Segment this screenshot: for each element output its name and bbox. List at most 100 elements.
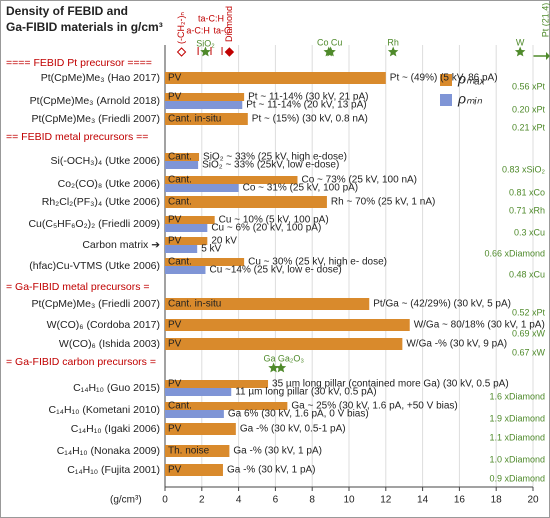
- row-label: (hfac)Cu-VTMS (Utke 2006): [29, 260, 160, 272]
- pt-arrow-head: [546, 52, 550, 60]
- bar-max-text: Cu ~ 30% (25 kV, high e- dose): [248, 257, 387, 268]
- x-tick-label: 14: [417, 495, 429, 506]
- x-tick-label: 0: [162, 495, 168, 506]
- bar-method: PV: [168, 236, 182, 247]
- bar-method: Cant. in-situ: [168, 299, 221, 310]
- ratio-note: 0.48 xCu: [509, 269, 545, 279]
- row-label: Pt(CpMe)Me₃ (Hao 2017): [41, 72, 160, 84]
- bar-method: PV: [168, 73, 182, 84]
- row-label: W(CO)₆ (Ishida 2003): [59, 338, 160, 350]
- bar-max-text: Pt/Ga ~ (42/29%) (30 kV, 5 pA): [373, 299, 511, 310]
- ratio-note: 1.6 xDiamond: [489, 391, 545, 401]
- bar-method: Cant.: [168, 197, 192, 208]
- bar-max: [165, 319, 410, 331]
- row-label: W(CO)₆ (Cordoba 2017): [47, 319, 160, 331]
- bar-min: [165, 161, 199, 169]
- bar-max-text: 35 µm long pillar (contained more Ga) (3…: [272, 379, 509, 390]
- reference-label: Ga: [264, 353, 276, 363]
- reference-star: [268, 362, 279, 373]
- bar-method: Th. noise: [168, 446, 210, 457]
- pt-reference: Pt (21.4): [540, 3, 550, 38]
- row-label: Si(-OCH₃)₄ (Utke 2006): [51, 155, 161, 167]
- legend-label: ρₘₐₓ: [457, 71, 485, 87]
- bar-max: [165, 402, 288, 410]
- ratio-note: 0.3 xCu: [514, 227, 545, 237]
- bar-method: PV: [168, 320, 182, 331]
- bar-min: [165, 184, 239, 192]
- bar-min: [165, 410, 224, 418]
- bar-method: Cant. in-situ: [168, 114, 221, 125]
- bar-method: PV: [168, 92, 182, 103]
- reference-label: Co: [317, 37, 329, 47]
- bar-max-text: W/Ga ~ 80/18% (30 kV, 1 pA): [414, 320, 545, 331]
- bar-min: [165, 388, 232, 396]
- row-label: C₁₄H₁₀ (Kometani 2010): [49, 404, 160, 416]
- reference-star: [200, 46, 211, 57]
- ratio-note: 0.66 xDiamond: [484, 248, 545, 258]
- bar-max: [165, 423, 236, 435]
- bar-min: [165, 245, 198, 253]
- bar-max: [165, 93, 245, 101]
- ratio-note: 0.69 xW: [512, 328, 546, 338]
- bar-max-text: Pt ~ (49%) (5 kV, 86 pA): [390, 73, 498, 84]
- section-header: ==== FEBID Pt precursor ====: [6, 57, 152, 69]
- bar-max: [165, 153, 200, 161]
- ratio-note: 1.1 xDiamond: [489, 432, 545, 442]
- reference-label: ta-C: [214, 25, 232, 35]
- reference-star: [325, 46, 336, 57]
- row-label: Cu(C₅HF₆O₂)₂ (Friedli 2009): [28, 218, 160, 230]
- bar-max: [165, 196, 327, 208]
- bar-max: [165, 338, 403, 350]
- reference-star: [275, 362, 287, 373]
- bar-max: [165, 464, 223, 476]
- legend-label: ρₘᵢₙ: [457, 91, 482, 107]
- row-label: C₁₄H₁₀ (Guo 2015): [73, 382, 160, 394]
- bar-min-text: 11 µm long pillar (30 kV, 0.5 pA): [235, 387, 376, 398]
- x-axis-label: (g/cm³): [110, 495, 142, 506]
- bar-min-text: 5 kV: [201, 244, 221, 255]
- reference-diamond: [176, 47, 187, 57]
- bar-min-text: Cu ~ 6% (20 kV, 100 pA): [211, 223, 321, 234]
- reference-diamond: [224, 47, 235, 57]
- bar-min-text: Co ~ 31% (25 kV, 100 pA): [243, 183, 359, 194]
- bar-max-text: Cu ~ 10% (5 kV, 100 pA): [219, 215, 329, 226]
- bar-method: Cant.: [168, 401, 192, 412]
- bar-method: Cant.: [168, 152, 192, 163]
- bar-min-text: Pt ~ 11-14% (20 kV, 13 pA): [246, 100, 366, 111]
- reference-label: Ga₂O₃: [278, 353, 305, 363]
- bar-max: [165, 445, 230, 457]
- ratio-note: 0.81 xCo: [509, 187, 545, 197]
- section-header: = Ga-FIBID carbon precursors =: [6, 356, 156, 368]
- reference-star: [514, 46, 526, 57]
- row-label: Pt(CpMe)Me₃ (Arnold 2018): [30, 95, 160, 107]
- bar-max: [165, 298, 370, 310]
- ratio-note: 1.9 xDiamond: [489, 413, 545, 423]
- bar-max-text: Co ~ 73% (25 kV, 100 nA): [301, 175, 417, 186]
- row-label: C₁₄H₁₀ (Nonaka 2009): [57, 445, 160, 457]
- ratio-note: 0.21 xPt: [512, 122, 546, 132]
- bar-min: [165, 266, 206, 274]
- bar-min-text: SiO₂ ~ 33% (25kV, low e-dose): [202, 160, 339, 171]
- bar-max: [165, 258, 245, 266]
- bar-max: [165, 113, 248, 125]
- ratio-note: 0.67 xW: [512, 347, 546, 357]
- bar-method: Cant.: [168, 257, 192, 268]
- x-tick-label: 6: [273, 495, 279, 506]
- reference-label: Rh: [387, 37, 399, 47]
- bar-method: Cant.: [168, 175, 192, 186]
- bar-min: [165, 224, 208, 232]
- reference-label: SiO₂: [196, 38, 215, 48]
- reference-label: (-CH₂-)ₙ: [176, 12, 186, 44]
- bar-max-text: Pt ~ 11-14% (30 kV, 21 pA): [248, 92, 368, 103]
- reference-star: [387, 46, 399, 57]
- ratio-note: 0.9 xDiamond: [489, 473, 545, 483]
- row-label: Carbon matrix ➔: [82, 239, 160, 251]
- ratio-note: 0.52 xPt: [512, 307, 546, 317]
- ratio-note: 0.83 xSiO₂: [502, 164, 546, 174]
- legend-swatch: [440, 74, 452, 86]
- row-label: Co₂(CO)₈ (Utke 2006): [58, 178, 160, 190]
- x-tick-label: 18: [491, 495, 503, 506]
- x-tick-label: 4: [236, 495, 242, 506]
- bar-min: [165, 101, 243, 109]
